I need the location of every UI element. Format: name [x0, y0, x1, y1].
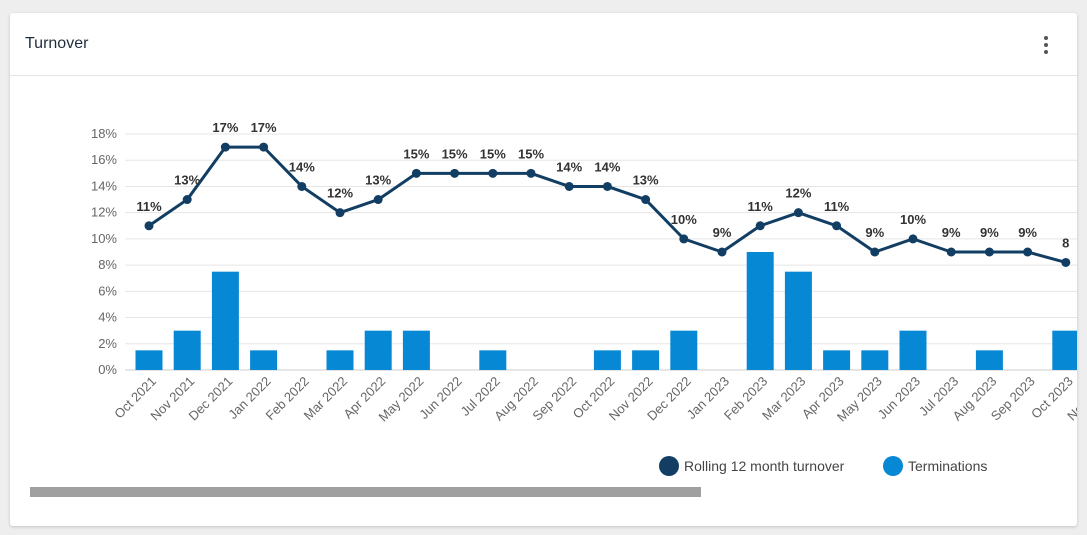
termination-bar[interactable]	[975, 350, 1003, 370]
turnover-data-label: 13%	[365, 173, 391, 188]
kebab-dot	[1044, 50, 1048, 54]
turnover-chart: 0% 2% 4% 6% 8% 10% 12% 14% 16% 18% 11% 13% 17% 17% 14%…	[91, 120, 1077, 476]
termination-bar[interactable]	[632, 350, 660, 370]
y-tick-label: 2%	[98, 336, 117, 351]
turnover-point[interactable]	[335, 208, 345, 218]
turnover-point[interactable]	[602, 181, 612, 191]
termination-bar[interactable]	[593, 350, 621, 370]
turnover-point[interactable]	[679, 234, 689, 244]
turnover-point[interactable]	[526, 168, 536, 178]
y-tick-label: 4%	[98, 310, 117, 325]
x-tick-label: Jun 2023	[875, 374, 923, 422]
turnover-point[interactable]	[717, 247, 727, 257]
kebab-dot	[1044, 36, 1048, 40]
turnover-point[interactable]	[755, 221, 765, 231]
termination-bar[interactable]	[746, 252, 774, 370]
turnover-point[interactable]	[870, 247, 880, 257]
turnover-point[interactable]	[984, 247, 994, 257]
termination-bar[interactable]	[899, 330, 927, 370]
turnover-point[interactable]	[1023, 247, 1033, 257]
turnover-data-label: 12%	[785, 186, 811, 201]
termination-bar[interactable]	[402, 330, 430, 370]
termination-bar[interactable]	[135, 350, 163, 370]
turnover-data-label: 11%	[136, 199, 162, 214]
turnover-point[interactable]	[832, 221, 842, 231]
turnover-data-label: 15%	[480, 146, 506, 161]
termination-bar[interactable]	[326, 350, 354, 370]
kebab-dot	[1044, 43, 1048, 47]
legend-label[interactable]: Terminations	[908, 458, 987, 474]
turnover-data-label: 10%	[900, 212, 926, 227]
termination-bar[interactable]	[670, 330, 698, 370]
turnover-point[interactable]	[220, 142, 230, 152]
turnover-data-label: 10%	[671, 212, 697, 227]
more-vertical-icon[interactable]	[1036, 33, 1056, 57]
turnover-point[interactable]	[450, 168, 460, 178]
turnover-point[interactable]	[259, 142, 269, 152]
turnover-data-label: 11%	[748, 199, 774, 214]
termination-bar[interactable]	[211, 271, 239, 370]
turnover-data-label: 14%	[594, 159, 620, 174]
turnover-data-label: 9%	[865, 225, 884, 240]
termination-bar[interactable]	[479, 350, 507, 370]
y-tick-label: 10%	[91, 231, 117, 246]
y-tick-label: 0%	[98, 362, 117, 377]
legend-swatch[interactable]	[659, 456, 679, 476]
y-tick-label: 16%	[91, 152, 117, 167]
termination-bar[interactable]	[823, 350, 851, 370]
y-tick-label: 12%	[91, 205, 117, 220]
legend-swatch[interactable]	[883, 456, 903, 476]
turnover-data-label: 9%	[980, 225, 999, 240]
turnover-point[interactable]	[908, 234, 918, 244]
termination-bar[interactable]	[784, 271, 812, 370]
turnover-data-label: 17%	[212, 120, 238, 135]
termination-bar[interactable]	[364, 330, 392, 370]
turnover-data-label: 15%	[518, 146, 544, 161]
termination-bar[interactable]	[173, 330, 201, 370]
x-tick-label: Jun 2022	[416, 374, 464, 422]
turnover-point[interactable]	[297, 181, 307, 191]
turnover-point[interactable]	[182, 195, 192, 205]
turnover-point[interactable]	[1061, 257, 1071, 267]
turnover-point[interactable]	[373, 195, 383, 205]
turnover-point[interactable]	[488, 168, 498, 178]
turnover-data-label: 17%	[251, 120, 277, 135]
turnover-point[interactable]	[144, 221, 154, 231]
turnover-data-label: 9%	[1018, 225, 1037, 240]
turnover-data-label: 15%	[442, 146, 468, 161]
turnover-card: Turnover 0% 2% 4% 6% 8% 10% 12% 14% 16% 18% 11% 13%…	[10, 13, 1077, 526]
turnover-data-label: 14%	[289, 159, 315, 174]
legend-label[interactable]: Rolling 12 month turnover	[684, 458, 845, 474]
turnover-data-label: 9%	[713, 225, 732, 240]
turnover-data-label: 13%	[174, 173, 200, 188]
termination-bar[interactable]	[861, 350, 889, 370]
turnover-point[interactable]	[793, 208, 803, 218]
turnover-data-label: 11%	[824, 199, 850, 214]
y-tick-label: 6%	[98, 283, 117, 298]
y-tick-label: 14%	[91, 178, 117, 193]
horizontal-scrollbar[interactable]	[30, 487, 701, 497]
turnover-data-label: 13%	[633, 173, 659, 188]
turnover-data-label: 8	[1062, 235, 1069, 250]
turnover-data-label: 9%	[942, 225, 961, 240]
turnover-point[interactable]	[946, 247, 956, 257]
turnover-point[interactable]	[641, 195, 651, 205]
y-tick-label: 8%	[98, 257, 117, 272]
turnover-data-label: 14%	[556, 159, 582, 174]
termination-bar[interactable]	[1052, 330, 1077, 370]
termination-bar[interactable]	[250, 350, 278, 370]
turnover-point[interactable]	[411, 168, 421, 178]
card-title: Turnover	[25, 35, 89, 52]
card-header: Turnover	[10, 13, 1077, 76]
turnover-data-label: 12%	[327, 186, 353, 201]
y-tick-label: 18%	[91, 126, 117, 141]
turnover-data-label: 15%	[403, 146, 429, 161]
turnover-point[interactable]	[564, 181, 574, 191]
